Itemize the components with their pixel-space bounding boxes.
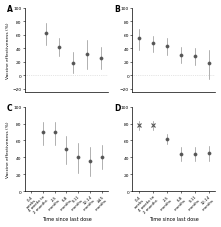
Text: D: D	[114, 104, 121, 113]
Text: A: A	[7, 5, 13, 14]
Text: C: C	[7, 104, 12, 113]
Y-axis label: Vaccine effectiveness (%): Vaccine effectiveness (%)	[6, 121, 10, 178]
X-axis label: Time since last dose: Time since last dose	[42, 217, 91, 222]
Y-axis label: Vaccine effectiveness (%): Vaccine effectiveness (%)	[6, 23, 10, 79]
Text: B: B	[114, 5, 120, 14]
X-axis label: Time since last dose: Time since last dose	[149, 217, 199, 222]
